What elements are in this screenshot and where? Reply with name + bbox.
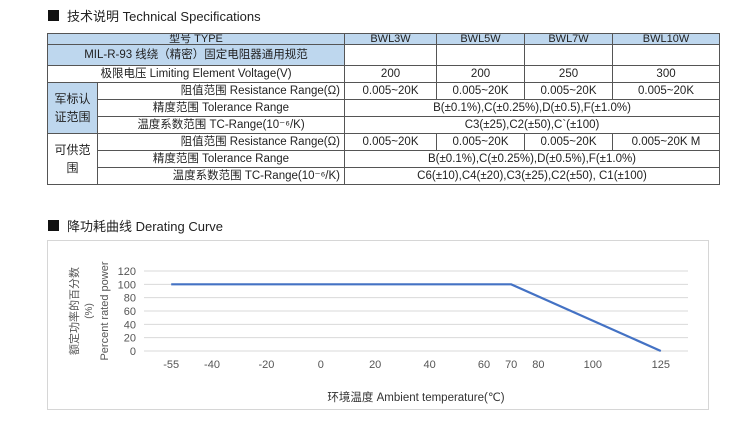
model-header: BWL7W xyxy=(524,33,614,45)
standard-row: MIL-R-93 线绕（精密）固定电阻器通用规范 xyxy=(46,44,721,66)
y-tick-label: 40 xyxy=(124,319,136,331)
standard-name: MIL-R-93 线绕（精密）固定电阻器通用规范 xyxy=(46,44,346,66)
mil-resistance-label: 阻值范围 Resistance Range(Ω) xyxy=(96,82,346,100)
y-axis-label-en: Percent rated power xyxy=(99,261,111,360)
y-tick-label: 100 xyxy=(118,279,136,291)
x-tick-label: 70 xyxy=(505,359,517,371)
voltage-value: 200 xyxy=(344,65,438,83)
blank-cell xyxy=(344,44,438,66)
derating-series-line xyxy=(171,283,662,353)
y-tick-label: 60 xyxy=(124,306,136,318)
y-axis-label-unit: (%) xyxy=(84,303,95,319)
x-tick-label: 80 xyxy=(532,359,544,371)
avail-resistance-label: 阻值范围 Resistance Range(Ω) xyxy=(96,133,346,151)
avail-tolerance-value: B(±0.1%),C(±0.25%),D(±0.5%),F(±1.0%) xyxy=(344,150,721,168)
avail-tc-label: 温度系数范围 TC-Range(10⁻⁶/K) xyxy=(96,167,346,185)
y-tick-label: 0 xyxy=(130,346,136,358)
spec-section-title: 技术说明 Technical Specifications xyxy=(48,6,261,25)
table-header-row: 型号 TYPE BWL3W BWL5W BWL7W BWL10W xyxy=(46,33,721,45)
x-tick-label: 20 xyxy=(369,359,381,371)
mil-tc-label: 温度系数范围 TC-Range(10⁻⁶/K) xyxy=(96,116,346,134)
mil-resistance-value: 0.005~20K xyxy=(436,82,526,100)
voltage-label: 极限电压 Limiting Element Voltage(V) xyxy=(46,65,346,83)
mil-tolerance-row: 精度范围 Tolerance Range B(±0.1%),C(±0.25%),… xyxy=(48,99,721,117)
avail-resistance-value: 0.005~20K xyxy=(436,133,526,151)
voltage-row: 极限电压 Limiting Element Voltage(V) 200 200… xyxy=(46,65,721,83)
spec-table: 型号 TYPE BWL3W BWL5W BWL7W BWL10W MIL-R-9… xyxy=(46,33,721,185)
model-header: BWL5W xyxy=(436,33,526,45)
x-tick-label: 40 xyxy=(423,359,435,371)
blank-cell xyxy=(436,44,526,66)
mil-resistance-value: 0.005~20K xyxy=(524,82,614,100)
voltage-value: 250 xyxy=(524,65,614,83)
model-header: BWL10W xyxy=(612,33,721,45)
voltage-value: 200 xyxy=(436,65,526,83)
avail-resistance-value: 0.005~20K M xyxy=(612,133,721,151)
mil-resistance-value: 0.005~20K xyxy=(344,82,438,100)
x-tick-label: -40 xyxy=(204,359,220,371)
derating-section-title-text: 降功耗曲线 Derating Curve xyxy=(67,219,224,234)
square-bullet-icon xyxy=(48,10,59,21)
spec-section-title-text: 技术说明 Technical Specifications xyxy=(67,9,261,24)
military-group-label: 军标认证范围 xyxy=(47,82,98,134)
avail-tolerance-label: 精度范围 Tolerance Range xyxy=(96,150,346,168)
x-tick-label: -55 xyxy=(163,359,179,371)
x-tick-label: 60 xyxy=(478,359,490,371)
available-group-label: 可供范围 xyxy=(47,133,98,185)
x-tick-label: -20 xyxy=(258,359,274,371)
avail-resistance-value: 0.005~20K xyxy=(344,133,438,151)
model-header: BWL3W xyxy=(344,33,438,45)
mil-tc-value: C3(±25),C2(±50),C`(±100) xyxy=(344,116,721,134)
square-bullet-icon xyxy=(48,220,59,231)
mil-tolerance-value: B(±0.1%),C(±0.25%),D(±0.5),F(±1.0%) xyxy=(344,99,721,117)
avail-tc-value: C6(±10),C4(±20),C3(±25),C2(±50), C1(±100… xyxy=(344,167,721,185)
avail-resistance-value: 0.005~20K xyxy=(524,133,614,151)
avail-resistance-row: 可供范围 阻值范围 Resistance Range(Ω) 0.005~20K … xyxy=(47,133,721,185)
x-tick-label: 125 xyxy=(652,359,670,371)
x-tick-label: 100 xyxy=(584,359,602,371)
mil-resistance-row: 军标认证范围 阻值范围 Resistance Range(Ω) 0.005~20… xyxy=(47,82,721,134)
y-axis-label-cn: 额定功率的百分数 xyxy=(67,267,81,355)
mil-resistance-value: 0.005~20K xyxy=(612,82,721,100)
derating-chart: 0 20 40 60 80 100 120 -55 -40 -20 0 20 40 60 70 80 100 12… xyxy=(47,240,709,410)
mil-tolerance-label: 精度范围 Tolerance Range xyxy=(96,99,346,117)
avail-tc-row: 温度系数范围 TC-Range(10⁻⁶/K) C6(±10),C4(±20),… xyxy=(48,167,721,185)
blank-cell xyxy=(524,44,614,66)
type-header: 型号 TYPE xyxy=(46,33,346,45)
y-tick-label: 20 xyxy=(124,333,136,345)
y-tick-label: 80 xyxy=(124,293,136,305)
voltage-value: 300 xyxy=(612,65,721,83)
mil-tc-row: 温度系数范围 TC-Range(10⁻⁶/K) C3(±25),C2(±50),… xyxy=(48,116,721,134)
x-tick-label: 0 xyxy=(318,359,324,371)
x-axis-label: 环境温度 Ambient temperature(℃) xyxy=(327,390,504,404)
y-tick-label: 120 xyxy=(118,266,136,278)
avail-tolerance-row: 精度范围 Tolerance Range B(±0.1%),C(±0.25%),… xyxy=(48,150,721,168)
derating-section-title: 降功耗曲线 Derating Curve xyxy=(48,216,223,235)
blank-cell xyxy=(612,44,721,66)
